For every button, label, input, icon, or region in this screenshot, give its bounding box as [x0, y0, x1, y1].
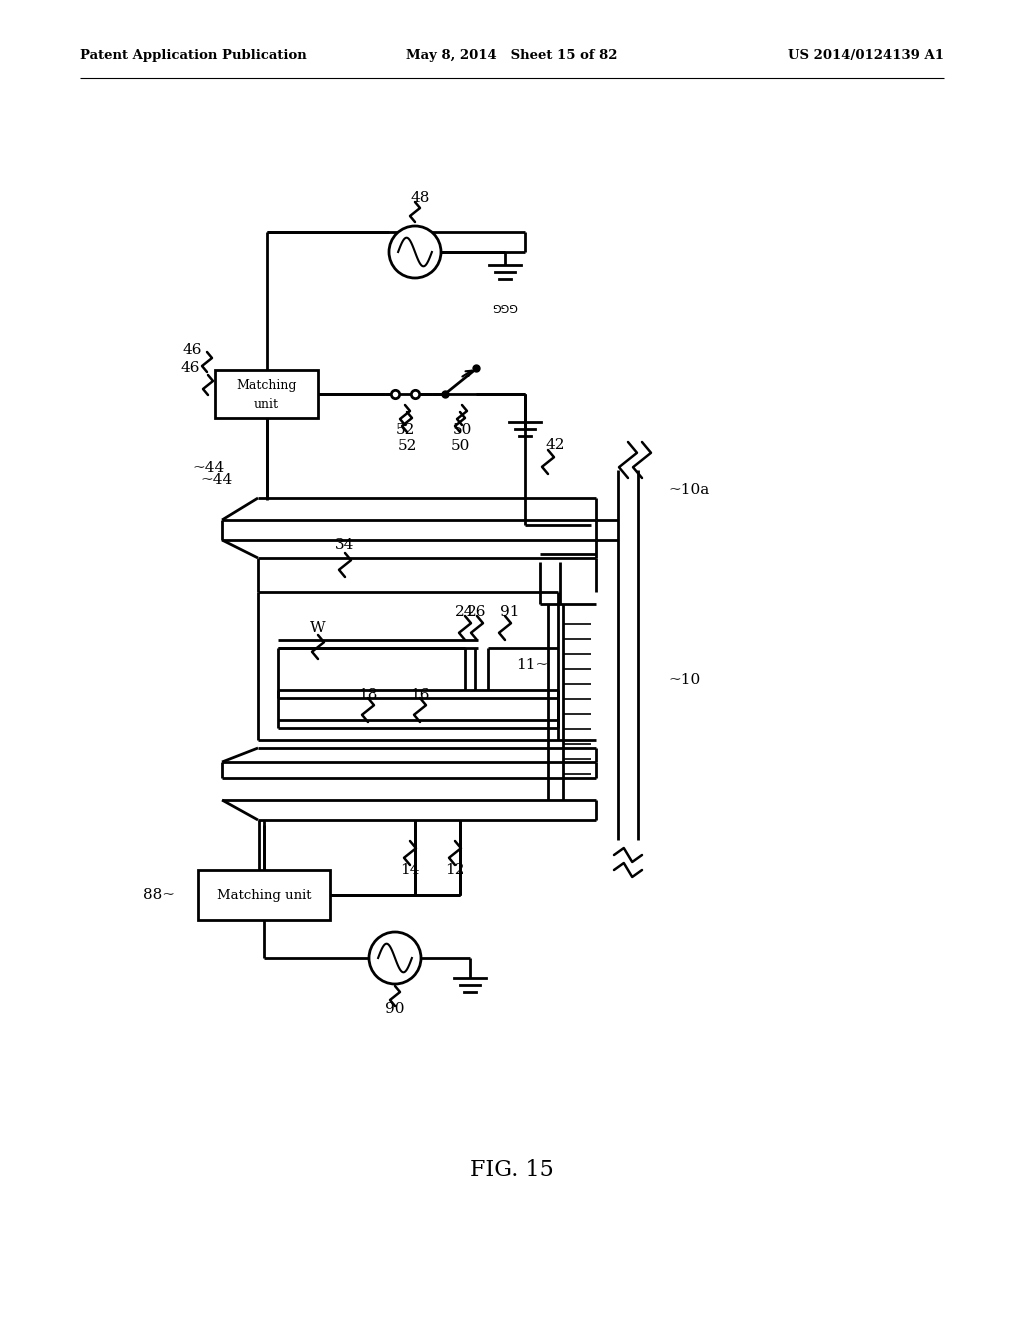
Text: ~10: ~10 [668, 673, 700, 686]
Text: 12: 12 [445, 863, 465, 876]
Text: Patent Application Publication: Patent Application Publication [80, 49, 307, 62]
Circle shape [389, 226, 441, 279]
Text: 46: 46 [182, 343, 202, 356]
Text: May 8, 2014   Sheet 15 of 82: May 8, 2014 Sheet 15 of 82 [407, 49, 617, 62]
Text: 91: 91 [501, 605, 520, 619]
Text: 26: 26 [467, 605, 486, 619]
Text: 18: 18 [358, 688, 378, 702]
Text: 52: 52 [395, 422, 415, 437]
Text: US 2014/0124139 A1: US 2014/0124139 A1 [788, 49, 944, 62]
Text: ~44: ~44 [200, 473, 232, 487]
Text: ~10a: ~10a [668, 483, 710, 498]
Text: 14: 14 [400, 863, 420, 876]
Text: 11~: 11~ [516, 657, 548, 672]
Text: Matching unit: Matching unit [217, 888, 311, 902]
Text: 42: 42 [545, 438, 565, 451]
Text: ⅁⅁⅁: ⅁⅁⅁ [493, 305, 518, 315]
Text: 88~: 88~ [143, 888, 175, 902]
Text: 34: 34 [335, 539, 354, 552]
Bar [215, 370, 318, 418]
Circle shape [369, 932, 421, 983]
Text: 52: 52 [397, 440, 417, 453]
Text: Matching: Matching [237, 380, 297, 392]
Text: unit: unit [254, 397, 279, 411]
Text: ~44: ~44 [193, 461, 225, 475]
Text: FIG. 15: FIG. 15 [470, 1159, 554, 1181]
Text: 50: 50 [453, 422, 472, 437]
Text: 16: 16 [411, 688, 430, 702]
Bar [198, 870, 330, 920]
Text: 50: 50 [451, 440, 470, 453]
Text: 48: 48 [411, 191, 430, 205]
Text: W: W [310, 620, 326, 635]
Text: 24: 24 [456, 605, 475, 619]
Text: 46: 46 [180, 360, 200, 375]
Text: 90: 90 [385, 1002, 404, 1016]
